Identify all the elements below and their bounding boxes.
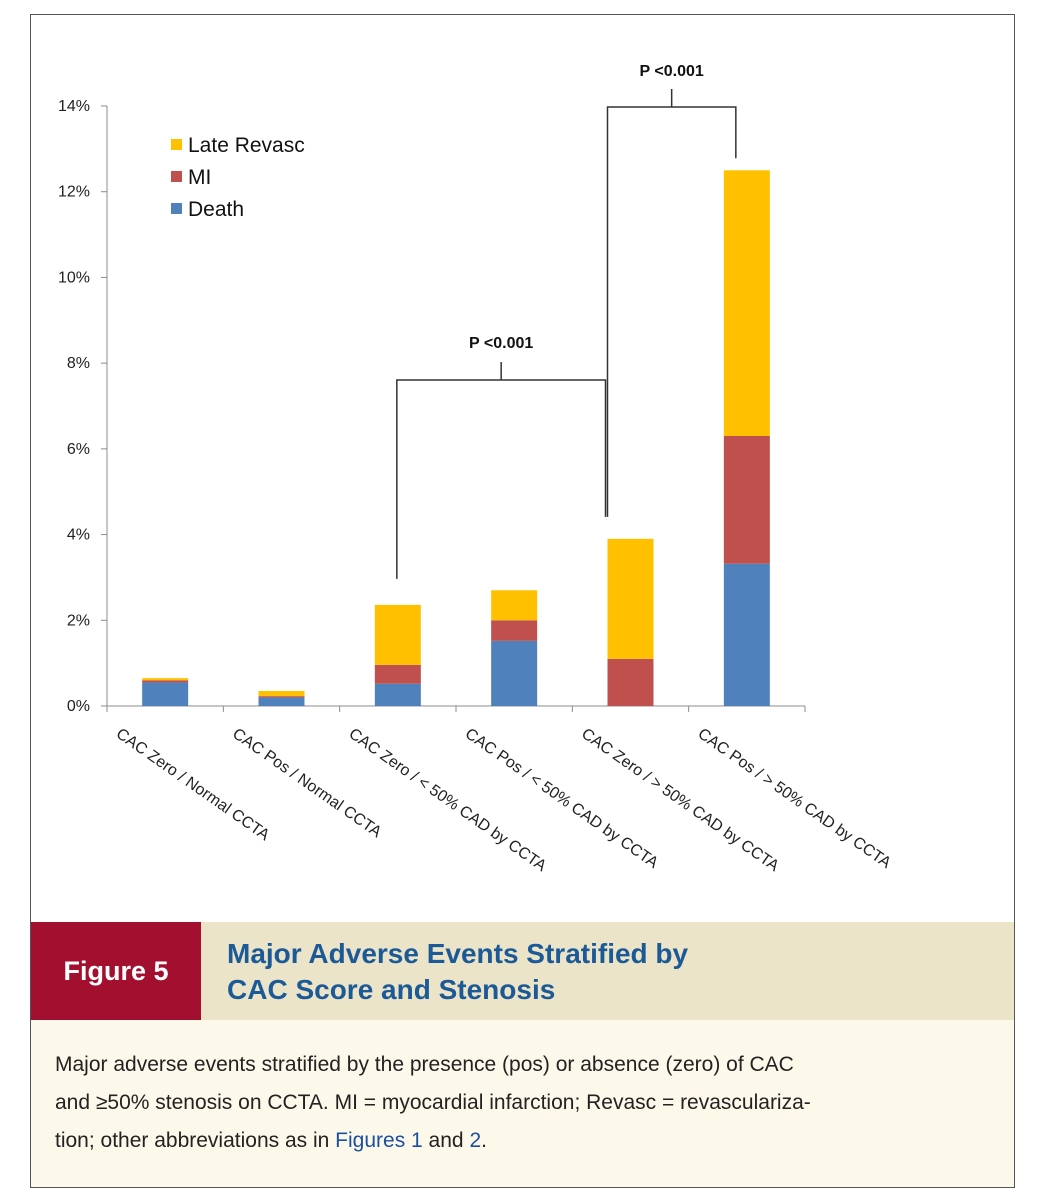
- y-tick-label: 10%: [58, 269, 90, 286]
- bar-segment-mi: [142, 680, 189, 683]
- p-value-label: P <0.001: [640, 63, 704, 80]
- legend-label-late-revasc: Late Revasc: [188, 134, 305, 157]
- bracket-line: [396, 379, 607, 579]
- figure-caption: Major adverse events stratified by the p…: [31, 1020, 1014, 1187]
- bracket-line: [606, 106, 737, 517]
- bar-segment-mi: [374, 664, 421, 684]
- bar-segment-late-revasc: [607, 538, 654, 659]
- chart-bars: [142, 170, 770, 706]
- y-tick-label: 8%: [67, 355, 90, 372]
- chart-axes: 0% 2% 4% 6% 8% 10% 12% 14%: [58, 98, 806, 715]
- bar-segment-mi: [258, 696, 305, 698]
- bar-segment-mi: [491, 620, 538, 641]
- legend-swatch-death: [171, 203, 182, 214]
- legend-label-mi: MI: [188, 166, 211, 189]
- legend-label-death: Death: [188, 198, 244, 221]
- y-tick-label: 4%: [67, 527, 90, 544]
- p-value-label: P <0.001: [469, 335, 533, 352]
- chart-legend: Late Revasc MI Death: [171, 134, 305, 221]
- bar-segment-mi: [723, 436, 770, 564]
- figure-label: Figure 5: [31, 922, 201, 1020]
- y-tick-label: 12%: [58, 184, 90, 201]
- figure-title: Major Adverse Events Stratified by CAC S…: [227, 936, 987, 1008]
- bar-segment-late-revasc: [142, 678, 189, 681]
- bar-segment-death: [491, 640, 538, 706]
- bar-segment-late-revasc: [374, 604, 421, 665]
- caption-line-3-middle: and: [422, 1129, 470, 1152]
- caption-text: Major adverse events stratified by the p…: [55, 1046, 995, 1160]
- y-tick-label: 6%: [67, 441, 90, 458]
- bar-segment-late-revasc: [723, 170, 770, 437]
- category-label: CAC Zero / < 50% CAD by CCTA: [346, 725, 550, 875]
- bar-segment-late-revasc: [491, 590, 538, 621]
- bar-segment-death: [374, 683, 421, 706]
- caption-line-2: and ≥50% stenosis on CCTA. MI = myocardi…: [55, 1091, 811, 1114]
- caption-line-1: Major adverse events stratified by the p…: [55, 1053, 794, 1076]
- category-label: CAC Zero / > 50% CAD by CCTA: [578, 725, 782, 875]
- figure-title-bar: Figure 5 Major Adverse Events Stratified…: [31, 922, 1014, 1020]
- bar-segment-death: [258, 697, 305, 706]
- p-value-bracket: P <0.001: [606, 63, 737, 517]
- stacked-bar-chart: 0% 2% 4% 6% 8% 10% 12% 14% CAC Zero / Normal CC…: [58, 63, 894, 875]
- bar-segment-late-revasc: [258, 691, 305, 697]
- legend-swatch-late-revasc: [171, 139, 182, 150]
- caption-line-3: tion; other abbreviations as in Figures …: [55, 1122, 995, 1160]
- figure-title-line-2: CAC Score and Stenosis: [227, 974, 556, 1005]
- figure-2-link[interactable]: 2: [469, 1129, 482, 1152]
- caption-line-3-end: .: [481, 1129, 487, 1152]
- bar-segment-death: [142, 682, 189, 706]
- bar-segment-death: [723, 563, 770, 706]
- significance-annotations: P <0.001 P <0.001: [396, 63, 737, 579]
- p-value-bracket: P <0.001: [396, 335, 607, 579]
- category-label: CAC Pos / > 50% CAD by CCTA: [695, 725, 895, 872]
- y-tick-label: 0%: [67, 698, 90, 715]
- caption-line-3-start: tion; other abbreviations as in: [55, 1129, 336, 1152]
- y-tick-label: 2%: [67, 612, 90, 629]
- y-tick-label: 14%: [58, 98, 90, 115]
- figure-title-line-1: Major Adverse Events Stratified by: [227, 938, 689, 969]
- bar-segment-mi: [607, 658, 654, 706]
- category-label: CAC Pos / < 50% CAD by CCTA: [462, 725, 662, 872]
- legend-swatch-mi: [171, 171, 182, 182]
- figures-1-link[interactable]: Figures 1: [335, 1129, 423, 1152]
